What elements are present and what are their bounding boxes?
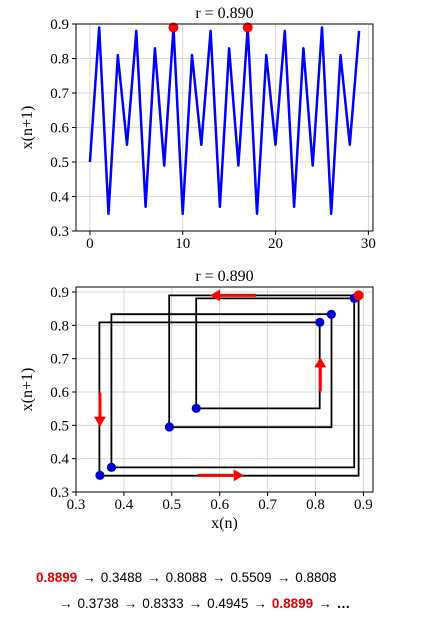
sequence-arrow: → xyxy=(147,570,161,585)
highlight-point xyxy=(353,290,364,301)
sequence-value: 0.3488 xyxy=(100,570,143,585)
sequence-arrow: → xyxy=(123,596,138,611)
data-point xyxy=(106,462,117,472)
y-tick-label: 0.6 xyxy=(50,121,69,137)
figure: 0 10 20 30 0.3 0.4 0.5 0.6 0.7 0.8 0.9 r = 0.890 x(n… xyxy=(19,5,376,532)
iteration-sequence: 0.8899 → 0.3488 → 0.8088 → 0.5509 → 0.8808 → 0.37… xyxy=(0,560,447,623)
sequence-value: 0.8808 xyxy=(295,570,337,585)
y-tick-label: 0.3 xyxy=(50,224,69,240)
x-tick-label: 30 xyxy=(361,236,376,252)
sequence-line-1: 0.8899 → 0.3488 → 0.8088 → 0.5509 → 0.8808 xyxy=(36,570,336,585)
y-tick-label: 0.8 xyxy=(50,52,69,68)
x-tick-label: 0.9 xyxy=(354,497,373,513)
sequence-value-highlight: 0.8899 xyxy=(36,570,78,585)
sequence-arrow: → xyxy=(188,596,203,611)
y-tick-label: 0.8 xyxy=(50,318,69,334)
direction-arrow-right xyxy=(197,469,244,482)
sequence-arrow: → xyxy=(211,570,226,585)
series-line xyxy=(88,26,361,216)
x-tick-label: 20 xyxy=(268,236,283,252)
highlight-point xyxy=(242,22,253,33)
y-axis-label: x(n+1) xyxy=(19,106,36,150)
sequence-line-2: → 0.3738 → 0.8333 → 0.4945 → 0.8899 → … xyxy=(54,596,350,611)
x-tick-label: 0.3 xyxy=(67,497,86,513)
sequence-value: 0.4945 xyxy=(207,596,249,611)
direction-arrow-left xyxy=(210,289,257,302)
chart-title: r = 0.890 xyxy=(195,268,253,285)
y-tick-label: 0.9 xyxy=(50,17,69,33)
sequence-ellipsis: … xyxy=(336,596,351,611)
x-tick-label: 10 xyxy=(175,236,190,252)
sequence-value: 0.8333 xyxy=(142,596,184,611)
sequence-value: 0.8088 xyxy=(165,570,207,585)
y-tick-label: 0.5 xyxy=(50,155,69,171)
cobweb-chart: 0.3 0.4 0.5 0.6 0.7 0.8 0.9 0.3 0.4 0.5 0.6 0.7 0.8 0… xyxy=(19,268,374,532)
plot-frame xyxy=(75,23,374,232)
x-tick-label: 0.8 xyxy=(306,497,325,513)
data-point xyxy=(95,470,105,480)
y-tick-label: 0.3 xyxy=(50,485,69,501)
x-tick-label: 0.7 xyxy=(258,497,277,513)
sequence-value: 0.5509 xyxy=(230,570,272,585)
x-tick-label: 0.6 xyxy=(210,497,229,513)
data-point xyxy=(315,317,325,327)
x-tick-label: 0.4 xyxy=(115,497,134,513)
highlight-point xyxy=(168,22,179,33)
sequence-arrow: → xyxy=(276,570,291,585)
direction-arrow-up xyxy=(314,357,327,392)
plot-frame xyxy=(75,286,374,493)
arrow-head xyxy=(93,416,106,427)
time-series-chart: 0 10 20 30 0.3 0.4 0.5 0.6 0.7 0.8 0.9 r = 0.890 x(n… xyxy=(19,5,376,252)
y-tick-label: 0.9 xyxy=(50,285,69,301)
y-tick-label: 0.5 xyxy=(50,418,69,434)
data-point xyxy=(191,403,201,413)
sequence-value-highlight: 0.8899 xyxy=(271,596,314,611)
data-point xyxy=(326,309,336,319)
y-tick-label: 0.4 xyxy=(50,452,69,468)
sequence-arrow: → xyxy=(59,596,73,611)
sequence-arrow: → xyxy=(82,570,96,585)
arrow-head xyxy=(210,289,221,302)
x-tick-label: 0 xyxy=(86,236,94,252)
data-point xyxy=(164,422,175,432)
y-axis-label: x(n+1) xyxy=(19,368,36,412)
sequence-arrow: → xyxy=(318,596,332,611)
arrow-head xyxy=(314,357,327,368)
y-tick-label: 0.6 xyxy=(50,385,69,401)
y-tick-label: 0.7 xyxy=(50,352,69,368)
y-tick-label: 0.4 xyxy=(50,190,69,206)
x-axis-label: x(n) xyxy=(211,515,238,532)
chart-title: r = 0.890 xyxy=(195,5,253,22)
y-tick-label: 0.7 xyxy=(50,86,69,102)
x-tick-label: 0.5 xyxy=(162,497,181,513)
sequence-arrow: → xyxy=(253,596,267,611)
arrow-head xyxy=(233,469,244,482)
direction-arrow-down xyxy=(93,392,106,427)
sequence-value: 0.3738 xyxy=(77,596,119,611)
